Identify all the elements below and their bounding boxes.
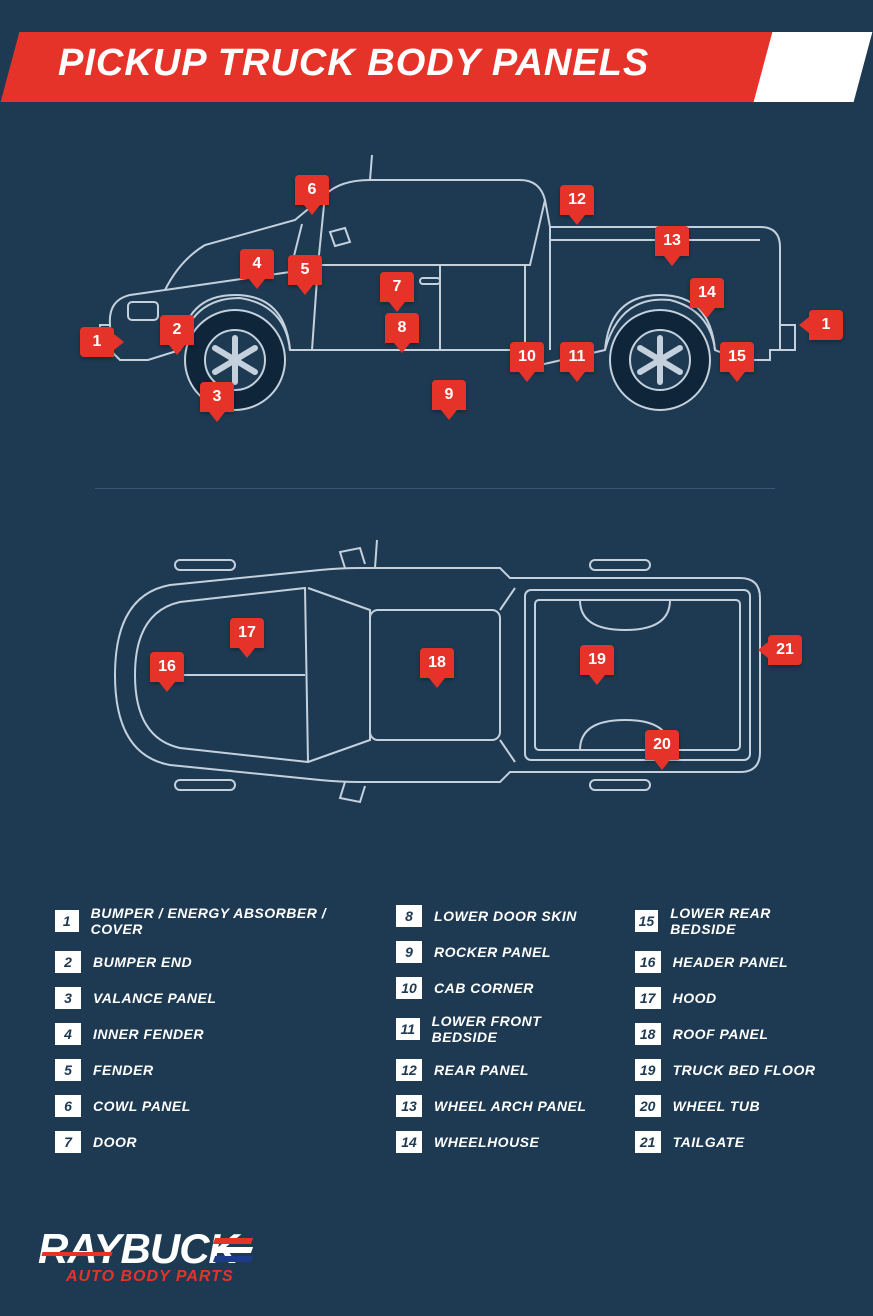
legend-label: LOWER FRONT BEDSIDE [432,1013,595,1045]
legend-item: 10 CAB CORNER [396,977,595,999]
legend-number: 11 [396,1018,420,1040]
legend-item: 12 REAR PANEL [396,1059,595,1081]
legend-number: 14 [396,1131,422,1153]
legend-column-1: 1 BUMPER / ENERGY ABSORBER / COVER 2 BUMPER… [55,905,356,1153]
legend-item: 14 WHEELHOUSE [396,1131,595,1153]
callout-marker-10: 10 [510,342,544,372]
legend-label: FENDER [93,1062,154,1078]
legend-item: 9 ROCKER PANEL [396,941,595,963]
legend-item: 15 LOWER REAR BEDSIDE [635,905,825,937]
legend-item: 4 INNER FENDER [55,1023,356,1045]
legend-number: 2 [55,951,81,973]
legend-label: BUMPER END [93,954,192,970]
legend-number: 12 [396,1059,422,1081]
legend-number: 19 [635,1059,661,1081]
callout-marker-18: 18 [420,648,454,678]
brand-logo: RAYBUCK AUTO BODY PARTS [38,1228,238,1286]
callout-marker-15: 15 [720,342,754,372]
legend-label: WHEEL TUB [673,1098,760,1114]
legend-column-2: 8 LOWER DOOR SKIN 9 ROCKER PANEL 10 CAB CORNE… [396,905,595,1153]
legend-item: 19 TRUCK BED FLOOR [635,1059,825,1081]
callout-marker-4: 4 [240,249,274,279]
callout-marker-8: 8 [385,313,419,343]
legend-label: ROCKER PANEL [434,944,551,960]
callout-marker-7: 7 [380,272,414,302]
legend-number: 20 [635,1095,661,1117]
legend-number: 8 [396,905,422,927]
legend-label: HOOD [673,990,717,1006]
legend-number: 9 [396,941,422,963]
legend-item: 18 ROOF PANEL [635,1023,825,1045]
legend-number: 7 [55,1131,81,1153]
legend-number: 6 [55,1095,81,1117]
callout-marker-21: 21 [768,635,802,665]
legend-label: COWL PANEL [93,1098,191,1114]
legend-number: 16 [635,951,661,973]
callout-marker-9: 9 [432,380,466,410]
legend-item: 21 TAILGATE [635,1131,825,1153]
legend-label: HEADER PANEL [673,954,788,970]
legend-label: LOWER DOOR SKIN [434,908,577,924]
legend-number: 3 [55,987,81,1009]
legend-item: 2 BUMPER END [55,951,356,973]
legend-label: WHEEL ARCH PANEL [434,1098,586,1114]
legend-item: 6 COWL PANEL [55,1095,356,1117]
callout-marker-16: 16 [150,652,184,682]
section-divider [95,488,775,489]
callout-marker-20: 20 [645,730,679,760]
truck-side-view: 1234567891011121314151 [50,150,820,430]
page-title: PICKUP TRUCK BODY PANELS [58,42,649,85]
legend-number: 21 [635,1131,661,1153]
legend-number: 15 [635,910,659,932]
legend-item: 8 LOWER DOOR SKIN [396,905,595,927]
legend-label: VALANCE PANEL [93,990,216,1006]
truck-top-view: 161718192021 [80,530,790,820]
legend-label: ROOF PANEL [673,1026,769,1042]
legend-item: 20 WHEEL TUB [635,1095,825,1117]
callout-marker-1: 1 [809,310,843,340]
legend-label: CAB CORNER [434,980,534,996]
legend-label: REAR PANEL [434,1062,529,1078]
legend-label: BUMPER / ENERGY ABSORBER / COVER [91,905,356,937]
legend-number: 10 [396,977,422,999]
callout-marker-19: 19 [580,645,614,675]
legend-item: 1 BUMPER / ENERGY ABSORBER / COVER [55,905,356,937]
legend-number: 18 [635,1023,661,1045]
callout-marker-11: 11 [560,342,594,372]
logo-underline [41,1252,112,1256]
legend-number: 1 [55,910,79,932]
logo-stripes-icon [214,1238,252,1265]
callout-marker-14: 14 [690,278,724,308]
legend-item: 16 HEADER PANEL [635,951,825,973]
callout-marker-5: 5 [288,255,322,285]
legend-number: 5 [55,1059,81,1081]
legend-label: WHEELHOUSE [434,1134,539,1150]
callout-marker-6: 6 [295,175,329,205]
legend-number: 4 [55,1023,81,1045]
callout-marker-17: 17 [230,618,264,648]
title-banner: PICKUP TRUCK BODY PANELS [20,32,853,102]
legend-number: 13 [396,1095,422,1117]
legend-item: 5 FENDER [55,1059,356,1081]
callout-marker-12: 12 [560,185,594,215]
callout-marker-1: 1 [80,327,114,357]
legend-number: 17 [635,987,661,1009]
banner-white-accent [754,32,873,102]
legend-label: LOWER REAR BEDSIDE [670,905,825,937]
logo-brand-text: RAYBUCK [38,1228,238,1270]
callout-marker-13: 13 [655,226,689,256]
legend-item: 7 DOOR [55,1131,356,1153]
legend-item: 17 HOOD [635,987,825,1009]
legend-label: INNER FENDER [93,1026,204,1042]
legend-column-3: 15 LOWER REAR BEDSIDE 16 HEADER PANEL 17 HOOD… [635,905,825,1153]
legend-label: TRUCK BED FLOOR [673,1062,816,1078]
legend-item: 13 WHEEL ARCH PANEL [396,1095,595,1117]
callout-marker-3: 3 [200,382,234,412]
legend-item: 11 LOWER FRONT BEDSIDE [396,1013,595,1045]
callout-marker-2: 2 [160,315,194,345]
legend-label: TAILGATE [673,1134,745,1150]
legend-item: 3 VALANCE PANEL [55,987,356,1009]
legend-label: DOOR [93,1134,137,1150]
legend: 1 BUMPER / ENERGY ABSORBER / COVER 2 BUMPER… [55,905,825,1153]
